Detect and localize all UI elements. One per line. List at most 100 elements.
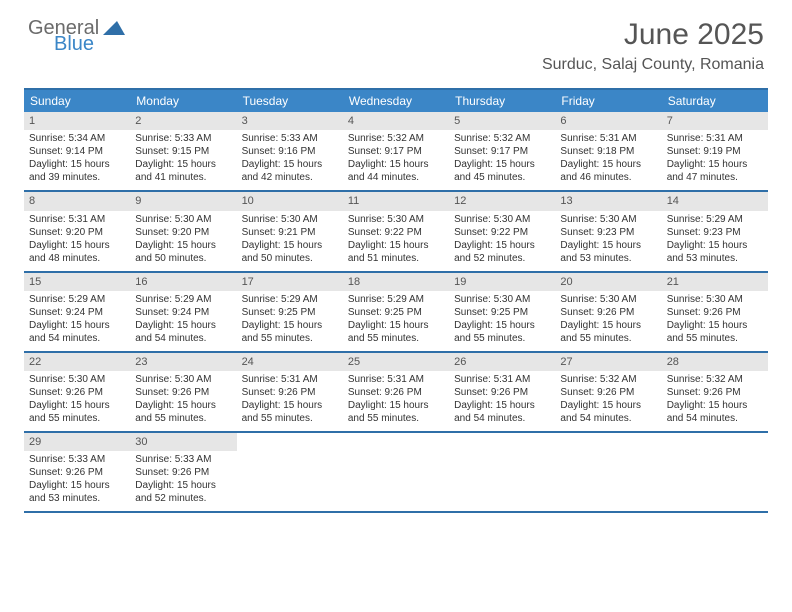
week-row: 15Sunrise: 5:29 AMSunset: 9:24 PMDayligh… — [24, 273, 768, 353]
daylight-text: Daylight: 15 hours — [560, 158, 656, 171]
daylight-text: Daylight: 15 hours — [242, 158, 338, 171]
day-cell: 10Sunrise: 5:30 AMSunset: 9:21 PMDayligh… — [237, 192, 343, 270]
daylight-text: Daylight: 15 hours — [454, 319, 550, 332]
day-cell: 2Sunrise: 5:33 AMSunset: 9:15 PMDaylight… — [130, 112, 236, 190]
day-number: 23 — [130, 353, 236, 371]
day-body: Sunrise: 5:31 AMSunset: 9:26 PMDaylight:… — [343, 371, 449, 431]
day-number: 9 — [130, 192, 236, 210]
daylight-text: and 52 minutes. — [454, 252, 550, 265]
day-body: Sunrise: 5:30 AMSunset: 9:22 PMDaylight:… — [343, 211, 449, 271]
day-body: Sunrise: 5:32 AMSunset: 9:26 PMDaylight:… — [555, 371, 661, 431]
sunset-text: Sunset: 9:25 PM — [242, 306, 338, 319]
daylight-text: Daylight: 15 hours — [242, 399, 338, 412]
sunset-text: Sunset: 9:24 PM — [135, 306, 231, 319]
day-body: Sunrise: 5:29 AMSunset: 9:24 PMDaylight:… — [130, 291, 236, 351]
daylight-text: Daylight: 15 hours — [667, 239, 763, 252]
day-number: 4 — [343, 112, 449, 130]
header: General Blue June 2025 Surduc, Salaj Cou… — [0, 0, 792, 82]
sunrise-text: Sunrise: 5:30 AM — [454, 293, 550, 306]
sunrise-text: Sunrise: 5:30 AM — [560, 293, 656, 306]
day-number: 28 — [662, 353, 768, 371]
sunset-text: Sunset: 9:26 PM — [560, 306, 656, 319]
logo-text-blue: Blue — [54, 34, 125, 54]
sunrise-text: Sunrise: 5:30 AM — [135, 373, 231, 386]
day-header: Friday — [555, 90, 661, 112]
day-cell: 26Sunrise: 5:31 AMSunset: 9:26 PMDayligh… — [449, 353, 555, 431]
sunset-text: Sunset: 9:14 PM — [29, 145, 125, 158]
daylight-text: Daylight: 15 hours — [454, 158, 550, 171]
day-cell: 16Sunrise: 5:29 AMSunset: 9:24 PMDayligh… — [130, 273, 236, 351]
daylight-text: and 55 minutes. — [454, 332, 550, 345]
sunset-text: Sunset: 9:16 PM — [242, 145, 338, 158]
sunrise-text: Sunrise: 5:29 AM — [667, 213, 763, 226]
sunrise-text: Sunrise: 5:29 AM — [29, 293, 125, 306]
day-cell: 8Sunrise: 5:31 AMSunset: 9:20 PMDaylight… — [24, 192, 130, 270]
day-cell: 14Sunrise: 5:29 AMSunset: 9:23 PMDayligh… — [662, 192, 768, 270]
daylight-text: Daylight: 15 hours — [135, 158, 231, 171]
sunrise-text: Sunrise: 5:30 AM — [29, 373, 125, 386]
sunrise-text: Sunrise: 5:33 AM — [135, 132, 231, 145]
location-text: Surduc, Salaj County, Romania — [542, 56, 764, 74]
sunset-text: Sunset: 9:23 PM — [560, 226, 656, 239]
day-body: Sunrise: 5:32 AMSunset: 9:17 PMDaylight:… — [449, 130, 555, 190]
sunset-text: Sunset: 9:26 PM — [348, 386, 444, 399]
calendar: SundayMondayTuesdayWednesdayThursdayFrid… — [24, 88, 768, 513]
day-cell: 20Sunrise: 5:30 AMSunset: 9:26 PMDayligh… — [555, 273, 661, 351]
sunrise-text: Sunrise: 5:32 AM — [454, 132, 550, 145]
sunset-text: Sunset: 9:25 PM — [454, 306, 550, 319]
daylight-text: Daylight: 15 hours — [135, 479, 231, 492]
daylight-text: and 52 minutes. — [135, 492, 231, 505]
day-number: 16 — [130, 273, 236, 291]
daylight-text: and 51 minutes. — [348, 252, 444, 265]
sunrise-text: Sunrise: 5:32 AM — [560, 373, 656, 386]
daylight-text: Daylight: 15 hours — [135, 239, 231, 252]
sunset-text: Sunset: 9:26 PM — [667, 306, 763, 319]
daylight-text: and 42 minutes. — [242, 171, 338, 184]
day-header: Monday — [130, 90, 236, 112]
daylight-text: and 44 minutes. — [348, 171, 444, 184]
sunrise-text: Sunrise: 5:29 AM — [242, 293, 338, 306]
sunset-text: Sunset: 9:26 PM — [135, 386, 231, 399]
day-number: 18 — [343, 273, 449, 291]
day-number: 19 — [449, 273, 555, 291]
day-cell: 30Sunrise: 5:33 AMSunset: 9:26 PMDayligh… — [130, 433, 236, 511]
day-cell: 24Sunrise: 5:31 AMSunset: 9:26 PMDayligh… — [237, 353, 343, 431]
day-number: 1 — [24, 112, 130, 130]
sunset-text: Sunset: 9:21 PM — [242, 226, 338, 239]
day-body: Sunrise: 5:33 AMSunset: 9:26 PMDaylight:… — [24, 451, 130, 511]
day-body: Sunrise: 5:31 AMSunset: 9:26 PMDaylight:… — [449, 371, 555, 431]
daylight-text: Daylight: 15 hours — [348, 239, 444, 252]
daylight-text: and 55 minutes. — [667, 332, 763, 345]
day-cell: 29Sunrise: 5:33 AMSunset: 9:26 PMDayligh… — [24, 433, 130, 511]
day-body: Sunrise: 5:30 AMSunset: 9:26 PMDaylight:… — [24, 371, 130, 431]
sunset-text: Sunset: 9:26 PM — [29, 466, 125, 479]
sunset-text: Sunset: 9:26 PM — [454, 386, 550, 399]
sunrise-text: Sunrise: 5:31 AM — [348, 373, 444, 386]
daylight-text: Daylight: 15 hours — [29, 479, 125, 492]
daylight-text: Daylight: 15 hours — [348, 399, 444, 412]
daylight-text: Daylight: 15 hours — [348, 158, 444, 171]
daylight-text: Daylight: 15 hours — [560, 239, 656, 252]
sunrise-text: Sunrise: 5:30 AM — [348, 213, 444, 226]
daylight-text: and 54 minutes. — [29, 332, 125, 345]
daylight-text: and 55 minutes. — [560, 332, 656, 345]
daylight-text: and 53 minutes. — [667, 252, 763, 265]
sunset-text: Sunset: 9:24 PM — [29, 306, 125, 319]
daylight-text: and 45 minutes. — [454, 171, 550, 184]
week-row: 8Sunrise: 5:31 AMSunset: 9:20 PMDaylight… — [24, 192, 768, 272]
day-cell: 23Sunrise: 5:30 AMSunset: 9:26 PMDayligh… — [130, 353, 236, 431]
day-body: Sunrise: 5:30 AMSunset: 9:26 PMDaylight:… — [130, 371, 236, 431]
day-cell: 1Sunrise: 5:34 AMSunset: 9:14 PMDaylight… — [24, 112, 130, 190]
day-body: Sunrise: 5:29 AMSunset: 9:25 PMDaylight:… — [343, 291, 449, 351]
day-cell: 12Sunrise: 5:30 AMSunset: 9:22 PMDayligh… — [449, 192, 555, 270]
day-cell: 3Sunrise: 5:33 AMSunset: 9:16 PMDaylight… — [237, 112, 343, 190]
day-number: 3 — [237, 112, 343, 130]
day-body: Sunrise: 5:30 AMSunset: 9:23 PMDaylight:… — [555, 211, 661, 271]
day-cell — [343, 433, 449, 511]
sunset-text: Sunset: 9:25 PM — [348, 306, 444, 319]
day-cell: 18Sunrise: 5:29 AMSunset: 9:25 PMDayligh… — [343, 273, 449, 351]
daylight-text: and 55 minutes. — [348, 412, 444, 425]
daylight-text: and 53 minutes. — [560, 252, 656, 265]
sunrise-text: Sunrise: 5:30 AM — [560, 213, 656, 226]
day-cell — [662, 433, 768, 511]
